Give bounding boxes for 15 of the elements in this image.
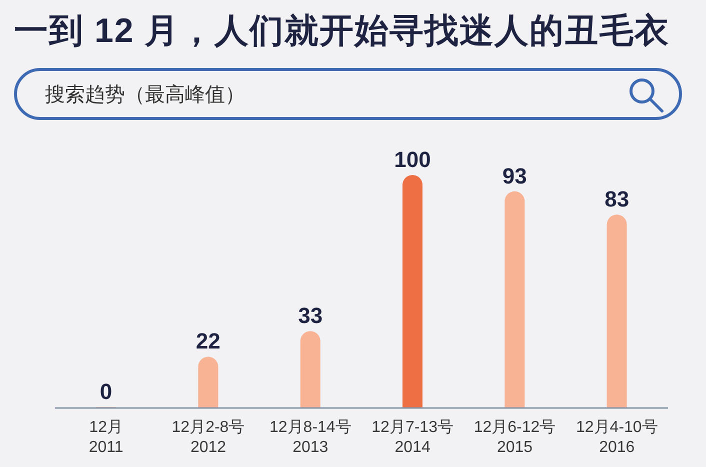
data-label: 22 (196, 328, 220, 354)
search-bar: 搜索趋势（最高峰值） (14, 68, 682, 120)
x-tick-label: 12月 2011 (88, 419, 124, 456)
data-label: 0 (100, 379, 112, 404)
x-tick-label: 12月4-10号 2016 (576, 419, 658, 456)
x-tick-label: 12月8-14号 2013 (270, 419, 352, 456)
chart-title: 一到 12 月，人们就开始寻找迷人的丑毛衣 (14, 11, 670, 52)
data-label: 83 (604, 186, 630, 212)
x-tick-label: 12月7-13号 2014 (372, 419, 454, 456)
data-label: 33 (298, 303, 323, 328)
x-tick-label: 12月6-12号 2015 (474, 419, 556, 456)
data-label: 93 (502, 163, 527, 188)
x-tick-label: 12月2-8号 2012 (172, 419, 245, 456)
chart-subtitle: 搜索趋势（最高峰值） (45, 83, 245, 108)
data-label: 100 (394, 147, 431, 172)
